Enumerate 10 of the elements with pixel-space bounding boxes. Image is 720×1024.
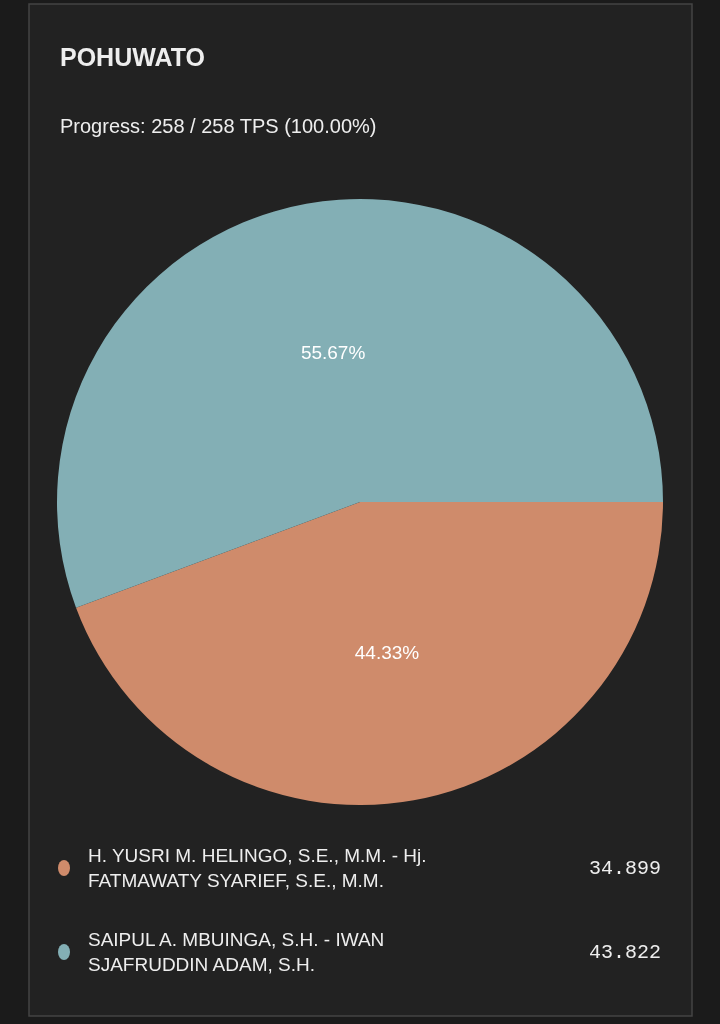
chart-title: POHUWATO <box>60 43 205 71</box>
legend-label: H. YUSRI M. HELINGO, S.E., M.M. - Hj. FATMAWATY SYARIEF, S.E., M.M. <box>88 845 427 891</box>
chart-subtitle: Progress: 258 / 258 TPS (100.00%) <box>60 115 377 137</box>
data-label: 44.33% <box>354 641 420 663</box>
pie-slice <box>76 502 663 805</box>
legend-label: SAIPUL A. MBUINGA, S.H. - IWAN SJAFRUDDIN ADAM, S.H. <box>88 929 385 975</box>
text: 34.899 <box>589 857 662 880</box>
text: 43.822 <box>589 941 662 964</box>
data-label: 55.67% <box>300 342 366 364</box>
pie-slice <box>57 199 663 608</box>
